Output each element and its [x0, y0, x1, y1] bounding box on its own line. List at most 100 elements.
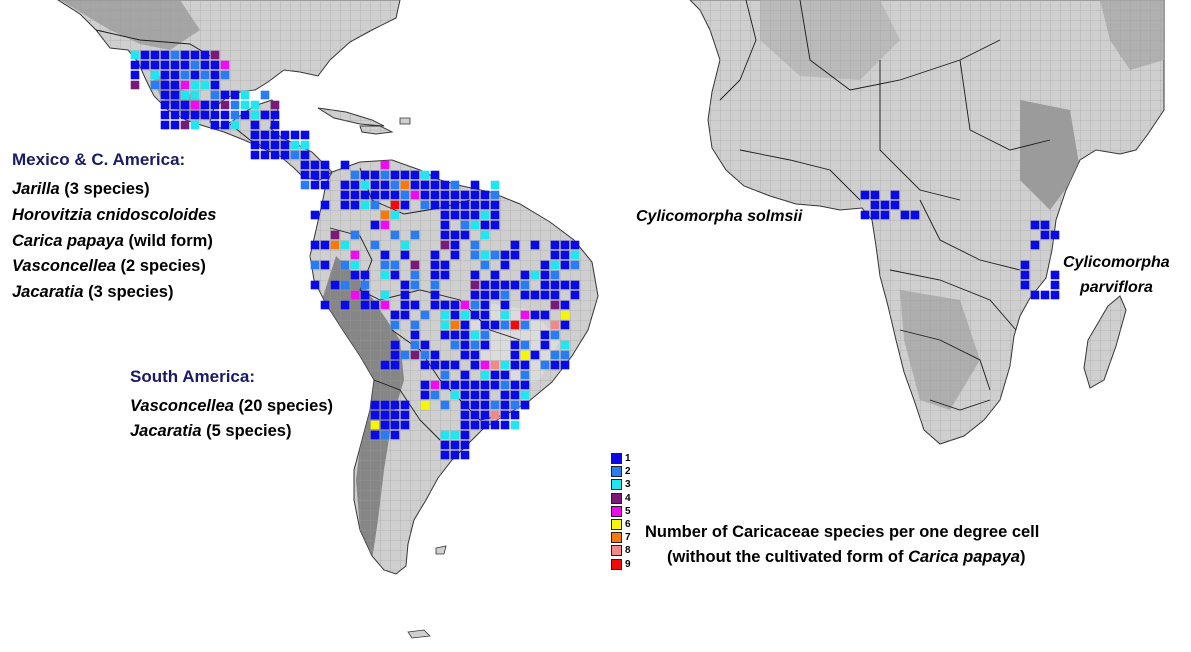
- species-cell: [490, 380, 500, 390]
- species-cell: [470, 310, 480, 320]
- species-cell: [460, 450, 470, 460]
- species-note: (20 species): [233, 397, 334, 415]
- species-cell: [450, 230, 460, 240]
- species-cell: [370, 180, 380, 190]
- species-cell: [160, 60, 170, 70]
- species-cell: [400, 240, 410, 250]
- species-cell: [290, 130, 300, 140]
- taxon-name: Carica papaya: [12, 232, 124, 250]
- species-cell: [360, 190, 370, 200]
- species-cell: [440, 430, 450, 440]
- species-note: (wild form): [123, 232, 213, 250]
- legend-value: 5: [625, 505, 631, 517]
- caption-text: (without the cultivated form of: [667, 548, 909, 566]
- species-cell: [190, 110, 200, 120]
- species-cell: [360, 290, 370, 300]
- species-cell: [170, 100, 180, 110]
- species-cell: [390, 410, 400, 420]
- species-cell: [380, 250, 390, 260]
- species-cell: [210, 50, 220, 60]
- species-note: (5 species): [201, 422, 292, 440]
- species-cell: [360, 300, 370, 310]
- taxon-name: Vasconcellea: [12, 257, 116, 275]
- species-cell: [1050, 290, 1060, 300]
- species-cell: [400, 300, 410, 310]
- species-cell: [450, 390, 460, 400]
- species-cell: [410, 330, 420, 340]
- species-cell: [460, 380, 470, 390]
- species-cell: [1020, 270, 1030, 280]
- mexico-ca-line: Vasconcellea (2 species): [12, 257, 206, 276]
- species-cell: [440, 310, 450, 320]
- species-cell: [360, 280, 370, 290]
- species-cell: [220, 60, 230, 70]
- species-cell: [390, 400, 400, 410]
- species-cell: [440, 200, 450, 210]
- species-cell: [240, 110, 250, 120]
- species-cell: [420, 200, 430, 210]
- species-cell: [170, 90, 180, 100]
- species-cell: [130, 80, 140, 90]
- species-cell: [510, 400, 520, 410]
- species-cell: [200, 100, 210, 110]
- species-cell: [480, 320, 490, 330]
- species-cell: [530, 270, 540, 280]
- species-cell: [380, 210, 390, 220]
- species-cell: [340, 200, 350, 210]
- species-cell: [500, 300, 510, 310]
- species-cell: [210, 90, 220, 100]
- species-cell: [480, 280, 490, 290]
- species-cell: [270, 130, 280, 140]
- species-cell: [490, 270, 500, 280]
- species-cell: [430, 300, 440, 310]
- species-cell: [410, 340, 420, 350]
- species-cell: [430, 170, 440, 180]
- species-cell: [290, 140, 300, 150]
- species-cell: [400, 250, 410, 260]
- species-cells: [130, 50, 1060, 460]
- species-cell: [450, 330, 460, 340]
- legend-value: 1: [625, 453, 631, 464]
- species-cell: [470, 420, 480, 430]
- species-note: (2 species): [115, 257, 206, 275]
- species-cell: [220, 110, 230, 120]
- species-cell: [500, 420, 510, 430]
- species-cell: [550, 320, 560, 330]
- species-cell: [170, 80, 180, 90]
- species-cell: [560, 320, 570, 330]
- species-cell: [530, 310, 540, 320]
- species-cell: [170, 110, 180, 120]
- island-marks: [399, 117, 447, 639]
- species-cell: [1050, 280, 1060, 290]
- species-cell: [470, 350, 480, 360]
- species-cell: [550, 360, 560, 370]
- species-cell: [230, 90, 240, 100]
- species-cell: [450, 180, 460, 190]
- species-cell: [560, 260, 570, 270]
- species-cell: [330, 240, 340, 250]
- species-cell: [460, 370, 470, 380]
- species-cell: [540, 310, 550, 320]
- species-cell: [390, 270, 400, 280]
- species-cell: [520, 310, 530, 320]
- species-cell: [370, 170, 380, 180]
- species-cell: [320, 160, 330, 170]
- species-cell: [550, 260, 560, 270]
- species-cell: [490, 290, 500, 300]
- species-cell: [470, 410, 480, 420]
- species-cell: [450, 240, 460, 250]
- species-cell: [460, 300, 470, 310]
- species-cell: [210, 120, 220, 130]
- species-cell: [390, 210, 400, 220]
- species-cell: [550, 280, 560, 290]
- species-cell: [450, 210, 460, 220]
- species-cell: [440, 320, 450, 330]
- species-cell: [470, 180, 480, 190]
- taxon-name: Vasconcellea: [130, 397, 234, 415]
- species-cell: [450, 360, 460, 370]
- species-cell: [440, 300, 450, 310]
- species-cell: [210, 100, 220, 110]
- species-cell: [380, 180, 390, 190]
- species-cell: [470, 360, 480, 370]
- species-cell: [340, 280, 350, 290]
